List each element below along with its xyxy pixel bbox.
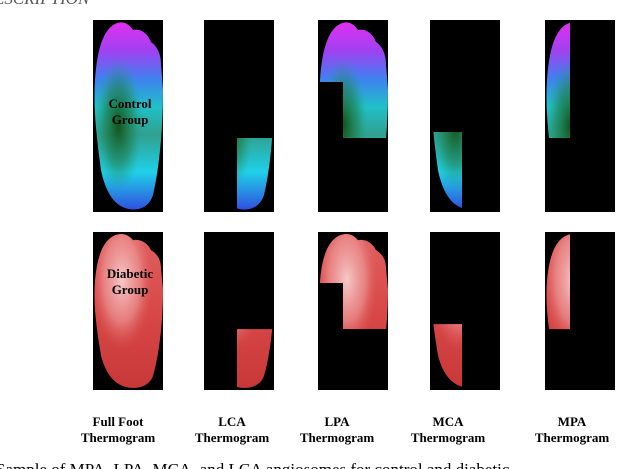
column-label: MCA — [432, 414, 464, 429]
panel-background — [430, 20, 500, 212]
column-label: Thermogram — [195, 430, 270, 445]
column-label: LPA — [324, 414, 350, 429]
column-label: Thermogram — [535, 430, 610, 445]
column-label: Thermogram — [411, 430, 486, 445]
figure-caption: Sample of MPA, LPA, MCA, and LCA angioso… — [0, 460, 510, 469]
row-label: Group — [112, 282, 149, 297]
column-label: Thermogram — [300, 430, 375, 445]
row-label: Control — [108, 96, 151, 111]
foot-region — [94, 233, 163, 388]
column-label: LCA — [218, 414, 246, 429]
row-label: Diabetic — [107, 266, 153, 281]
row-label: Group — [112, 112, 149, 127]
column-label: Full Foot — [93, 414, 145, 429]
column-label: Thermogram — [81, 430, 156, 445]
column-label: MPA — [558, 414, 587, 429]
section-title: ESCRIPTION — [0, 0, 91, 8]
panel-background — [430, 232, 500, 390]
thermogram-grid — [93, 20, 615, 390]
